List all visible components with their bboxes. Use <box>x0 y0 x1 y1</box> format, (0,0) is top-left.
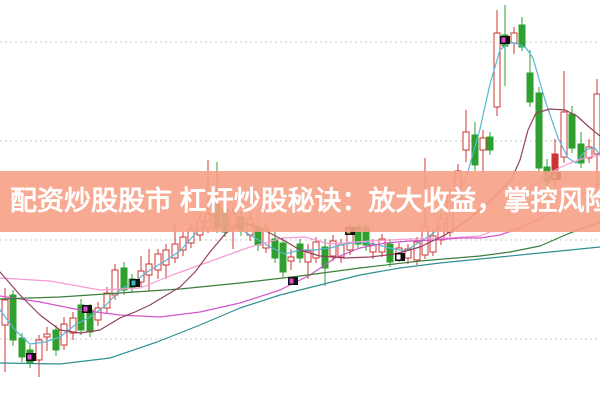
candle-body <box>413 241 421 261</box>
ma-teal <box>0 246 600 365</box>
candle-body <box>287 256 295 262</box>
candle-body <box>43 333 51 338</box>
candle-body <box>518 24 526 48</box>
signal-marker-dot <box>83 306 88 312</box>
candle-body <box>162 249 170 266</box>
candle-body <box>52 329 60 351</box>
candle-body <box>69 317 77 334</box>
candle-body <box>479 137 487 151</box>
candle-body <box>304 250 312 263</box>
candle-body <box>560 111 568 158</box>
candle-body <box>593 93 600 155</box>
candle-body <box>486 136 494 151</box>
candle-body <box>111 269 119 296</box>
candle-body <box>551 153 559 171</box>
candle-body <box>18 337 26 358</box>
signal-marker-dot <box>27 354 32 360</box>
candle-body <box>471 134 479 166</box>
candle-body <box>120 267 128 291</box>
candle-body <box>493 32 501 108</box>
candle-body <box>321 246 329 269</box>
candle-body <box>77 304 85 331</box>
candle-body <box>526 72 534 103</box>
candle-body <box>462 131 470 151</box>
ma-maroon <box>0 108 600 334</box>
candle-body <box>154 253 162 271</box>
candle-body <box>35 339 43 361</box>
signal-marker-dot <box>396 254 401 260</box>
candle-body <box>86 309 94 333</box>
signal-marker-dot <box>501 37 506 43</box>
candle-body <box>145 263 153 276</box>
candle-body <box>1 299 9 326</box>
candle-body <box>9 294 17 341</box>
candle-body <box>386 243 394 263</box>
ma-green <box>0 221 600 300</box>
headline-text: 配资炒股股市 杠杆炒股秘诀：放大收益，掌控风险 <box>10 186 600 216</box>
ma-fast-cyan <box>0 41 600 345</box>
candle-body <box>535 92 543 169</box>
candle-body <box>585 146 593 159</box>
candle-body <box>429 235 437 253</box>
signal-marker-dot <box>289 278 294 284</box>
candle-body <box>279 242 287 273</box>
candle-body <box>568 113 576 149</box>
candle-body <box>171 243 179 259</box>
candle-body <box>510 32 518 44</box>
headline-banner: 配资炒股股市 杠杆炒股秘诀：放大收益，掌控风险 <box>0 171 600 232</box>
signal-marker-dot <box>131 280 136 286</box>
